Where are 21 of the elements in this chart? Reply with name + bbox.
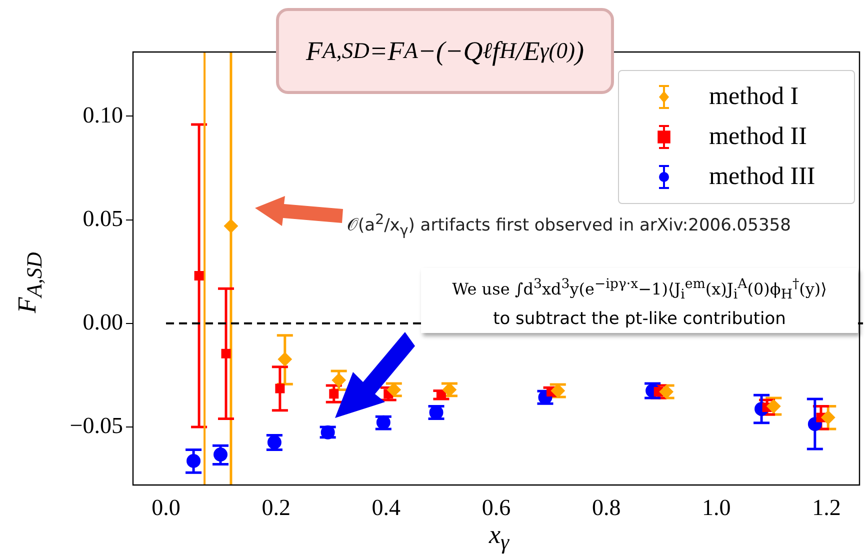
legend-label: method III (709, 163, 816, 191)
x-tick-label: 0.2 (262, 494, 290, 520)
x-tick-label: 1.2 (812, 494, 841, 520)
note-box: We use ∫d$^{3}$xd$^{3}$y(e$^{−ipγ·x}$−1)⟨J$_{i}$$^{em}$(x)J$_{i}$$^{A}$(0)ϕ$_{H}$$^{†}$(y)⟩ to subtract the pt-like contribution (421, 268, 858, 333)
x-tick-label: 1.0 (702, 494, 731, 520)
point (275, 384, 285, 394)
y-tick-label: 0.00 (82, 309, 123, 334)
legend-label: method II (709, 123, 807, 151)
legend-label: method I (709, 83, 799, 111)
y-tick-label: 0.05 (82, 206, 123, 231)
y-tick-label: 0.10 (82, 102, 123, 128)
x-tick-label: 0.8 (592, 494, 621, 520)
x-tick-label: 0.6 (482, 494, 511, 520)
annotation: 𝒪(a$^{2}$/x$_{γ}$) artifacts first observed in arXiv:2006.05358 (347, 212, 792, 240)
y-tick-label: −0.05 (70, 413, 123, 438)
point (194, 271, 204, 280)
point (221, 348, 231, 358)
x-axis-title: x$_{γ}$ (488, 520, 510, 556)
x-tick-label: 0.4 (372, 494, 402, 520)
annotation: to subtract the pt-like contribution (492, 308, 787, 329)
x-tick-label: 0.0 (152, 494, 180, 520)
